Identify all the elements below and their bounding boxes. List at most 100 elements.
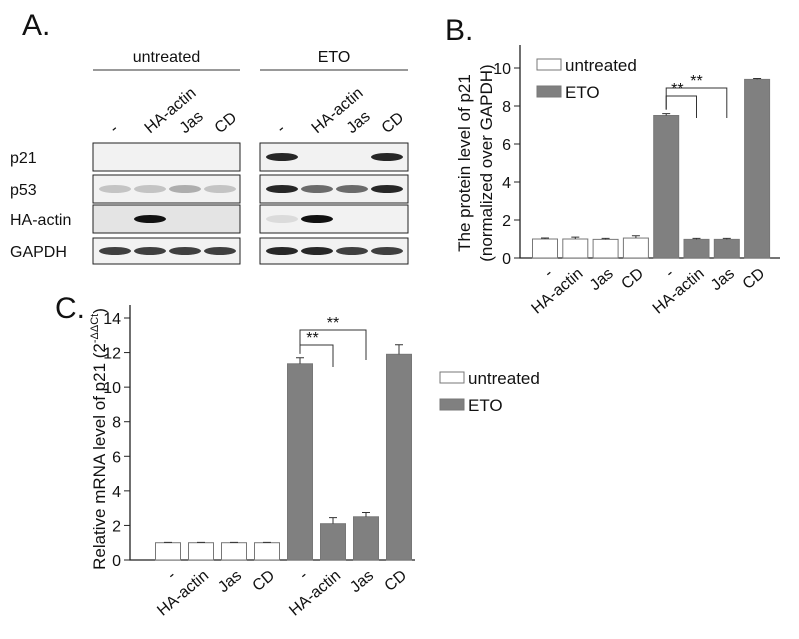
row-label: GAPDH — [10, 244, 67, 261]
y-tick-label: 4 — [502, 175, 511, 192]
x-tick-label: - — [662, 265, 677, 281]
x-tick-label: CD — [740, 265, 769, 293]
bar — [683, 238, 710, 259]
y-tick-label: 6 — [502, 137, 511, 154]
y-tick-label: 10 — [493, 61, 511, 78]
significance-bracket — [299, 329, 367, 360]
blot-box — [259, 204, 409, 234]
x-tick-label: HA-actin — [154, 567, 212, 619]
bar — [653, 115, 680, 259]
band — [134, 215, 166, 223]
bar — [562, 238, 589, 259]
y-axis-label-end: ) — [90, 308, 109, 314]
y-axis-label-sup: -ΔΔCt — [89, 314, 101, 343]
error-bar — [662, 113, 671, 116]
lane-label: CD — [212, 109, 241, 137]
band — [169, 185, 201, 193]
x-tick-label: CD — [382, 567, 411, 595]
x-tick-label: Jas — [708, 265, 738, 294]
band — [301, 185, 333, 193]
significance-label: ** — [306, 330, 318, 347]
panel-label: A. — [22, 9, 50, 42]
y-tick-label: 12 — [103, 346, 121, 363]
x-tick-label: - — [296, 567, 311, 583]
y-tick-label: 4 — [112, 484, 121, 501]
significance-bracket — [665, 95, 697, 118]
error-bar — [395, 344, 403, 355]
bar — [188, 542, 214, 561]
y-tick-label: 0 — [502, 251, 511, 268]
band — [134, 185, 166, 193]
x-tick-label: - — [164, 567, 179, 583]
band — [99, 247, 131, 255]
lane-label: CD — [379, 109, 408, 137]
band — [134, 247, 166, 255]
legend-swatch — [439, 371, 465, 384]
y-tick-label: 8 — [502, 99, 511, 116]
x-tick-label: CD — [618, 265, 647, 293]
bar — [353, 516, 379, 561]
bar — [532, 238, 558, 259]
band — [301, 215, 333, 223]
significance-label: ** — [327, 315, 339, 332]
error-bar — [631, 235, 640, 239]
bar — [386, 353, 412, 561]
blot-box — [92, 204, 241, 234]
band — [371, 153, 403, 161]
y-tick-label: 8 — [112, 415, 121, 432]
panel-label: B. — [445, 14, 473, 47]
y-tick-label: 6 — [112, 449, 121, 466]
row-label: p21 — [10, 150, 37, 167]
y-tick-label: 14 — [103, 311, 121, 328]
error-bar — [541, 237, 549, 239]
bar — [287, 363, 313, 561]
band — [266, 153, 298, 161]
legend-swatch — [439, 398, 465, 411]
x-tick-label: Jas — [587, 265, 617, 294]
error-bar — [362, 511, 370, 517]
x-tick-label: Jas — [347, 567, 377, 596]
band — [301, 247, 333, 255]
x-tick-label: HA-actin — [286, 567, 344, 619]
significance-label: ** — [671, 81, 683, 98]
lane-label: - — [274, 121, 289, 137]
blot-box — [92, 142, 241, 172]
band — [371, 247, 403, 255]
bar — [592, 238, 619, 259]
band — [371, 185, 403, 193]
band — [204, 247, 236, 255]
bar — [713, 238, 740, 259]
bar — [221, 542, 247, 561]
row-label: p53 — [10, 182, 37, 199]
bar — [155, 542, 181, 561]
bar — [622, 237, 649, 259]
legend-swatch — [536, 58, 562, 71]
x-tick-label: HA-actin — [529, 265, 587, 317]
blot-box — [92, 174, 241, 204]
error-bar — [329, 517, 337, 524]
x-tick-label: CD — [250, 567, 279, 595]
y-axis-label: Relative mRNA level of p21 (2-ΔΔCt) — [89, 308, 109, 570]
legend-label: ETO — [565, 83, 600, 102]
error-bar — [753, 77, 762, 80]
legend-label: ETO — [468, 396, 503, 415]
band — [204, 185, 236, 193]
error-bar — [296, 357, 304, 364]
band — [336, 185, 368, 193]
y-axis-label: (normalized over GAPDH) — [477, 64, 496, 261]
bar — [254, 542, 280, 561]
row-label: HA-actin — [10, 212, 71, 229]
legend-label: untreated — [468, 369, 540, 388]
y-axis-label: The protein level of p21 — [455, 74, 474, 252]
panel-label: C. — [55, 292, 85, 325]
x-tick-label: Jas — [215, 567, 245, 596]
y-tick-label: 2 — [112, 518, 121, 535]
axis — [519, 45, 780, 259]
y-axis-label-text: Relative mRNA level of p21 (2 — [90, 343, 109, 570]
lane-label: - — [107, 121, 122, 137]
x-tick-label: HA-actin — [650, 265, 708, 317]
error-bar — [722, 237, 731, 240]
band — [266, 215, 298, 223]
band — [99, 185, 131, 193]
